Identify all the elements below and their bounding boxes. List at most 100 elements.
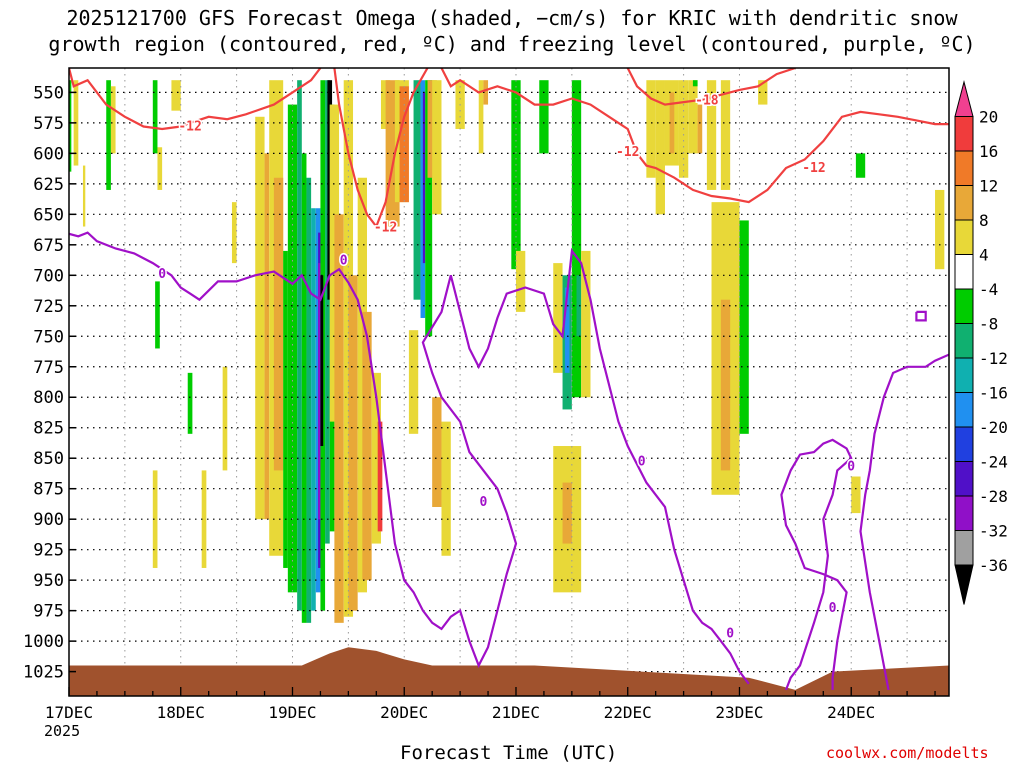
y-tick-label: 725 (33, 297, 64, 317)
omega-shade-cell (571, 80, 582, 398)
x-axis: 17DEC 18DEC 19DEC 20DEC 21DEC 22DEC 23DEC 24DEC (45, 687, 936, 722)
omega-shade-cell (413, 80, 421, 300)
omega-shade-cell (283, 250, 288, 568)
colorbar-swatch (954, 254, 974, 290)
omega-shade-cell (399, 86, 409, 203)
omega-shade-cell (157, 147, 163, 190)
x-tick-label: 21DEC (492, 703, 540, 722)
omega-shade-cell (311, 208, 316, 611)
y-tick-label: 975 (33, 602, 64, 622)
omega-shade-cell (287, 104, 298, 593)
colorbar-label: 4 (979, 246, 989, 265)
omega-shade-cell (539, 80, 549, 154)
contour-label: 0 (479, 495, 487, 510)
omega-shade-cell (564, 287, 570, 373)
omega-shade-cell (720, 299, 731, 471)
omega-shade-cell (432, 397, 442, 507)
omega-shade-cell (201, 470, 207, 568)
contour-label: 0 (340, 253, 348, 268)
colorbar-swatch (954, 426, 974, 462)
contour-label: -12 (616, 145, 639, 160)
colorbar-top-arrow (954, 80, 974, 117)
omega-shade-cell (739, 220, 749, 434)
omega-shade-cell (655, 80, 665, 215)
y-axis: 550 575 600 625 650 675 700 725 750 775 800 825 850 8… (23, 83, 76, 683)
omega-shade-cell (511, 80, 521, 270)
omega-shade-cell (478, 80, 484, 154)
colorbar-swatch (954, 461, 974, 497)
omega-shade-cell (320, 275, 324, 447)
omega-shade-cell (646, 80, 656, 178)
omega-shade-cell (327, 80, 333, 300)
contour-label: 0 (638, 455, 646, 470)
colorbar-swatch (954, 495, 974, 531)
omega-shade-cell (697, 104, 703, 154)
omega-shade-cell (758, 80, 768, 105)
colorbar-label: -16 (979, 384, 1008, 403)
contour-label: -12 (374, 221, 397, 236)
plot-frame (68, 67, 950, 697)
omega-shade-cell (855, 153, 866, 178)
colorbar-swatch (954, 150, 974, 186)
chart-title-line1: 2025121700 GFS Forecast Omega (shaded, −… (66, 6, 958, 30)
omega-shade-cell (273, 177, 284, 471)
omega-shade-cell (706, 80, 717, 190)
colorbar-label: -8 (979, 315, 998, 334)
omega-shade-cell (422, 92, 426, 264)
y-tick-label: 650 (33, 205, 64, 225)
omega-shade-cell (110, 86, 116, 154)
omega-shade-cell (152, 80, 158, 154)
x-axis-label: Forecast Time (UTC) (400, 742, 618, 764)
omega-shade-cell (334, 214, 344, 623)
y-tick-label: 750 (33, 327, 64, 347)
x-tick-label: 18DEC (157, 703, 205, 722)
x-tick-label: 19DEC (268, 703, 316, 722)
contour-line--12 (333, 68, 429, 229)
omega-shade-cell (562, 482, 572, 544)
colorbar-swatch (954, 185, 974, 221)
contour-layer: -12 -12 -12 -12 -18 0 0 0 0 0 0 0 (69, 68, 949, 691)
omega-shade-cell (325, 80, 330, 544)
y-tick-label: 550 (33, 83, 64, 103)
ground-terrain (69, 647, 949, 696)
omega-shade-cell (581, 250, 591, 398)
y-tick-label: 700 (33, 266, 64, 286)
ground-layer (69, 647, 949, 696)
contour-line-0 (915, 310, 927, 322)
x-tick-label: 20DEC (380, 703, 428, 722)
colorbar-label: -36 (979, 556, 1008, 575)
contour-label: 0 (158, 267, 166, 282)
omega-shade-cell (692, 80, 698, 87)
omega-shade-cell (155, 281, 160, 349)
y-tick-label: 800 (33, 388, 64, 408)
omega-shade-cell (483, 80, 489, 105)
omega-shade-cell (720, 80, 731, 190)
contour-line-0 (859, 353, 949, 691)
credit-link[interactable]: coolwx.com/modelts (826, 744, 989, 762)
omega-shade-cell (306, 177, 312, 623)
y-tick-label: 625 (33, 175, 64, 195)
contour-label: 0 (829, 601, 837, 616)
contour-label: 0 (726, 627, 734, 642)
x-tick-label: 22DEC (604, 703, 652, 722)
y-tick-label: 850 (33, 449, 64, 469)
colorbar-label: -4 (979, 280, 998, 299)
grid-layer (69, 68, 949, 696)
omega-shade-cell (408, 330, 419, 434)
colorbar: 20 16 12 8 4 -4 -8 -12 -16 -20 -24 -28 -32 -36 (954, 80, 1008, 605)
omega-shade-cell (301, 153, 307, 623)
omega-shade-cell (669, 92, 675, 154)
omega-shade-cell (152, 470, 158, 568)
omega-shade-cell (362, 311, 372, 581)
omega-shade-cell (348, 275, 358, 611)
chart-title-line2: growth region (contoured, red, ºC) and f… (48, 32, 976, 56)
contour-line--18 (626, 68, 796, 106)
omega-shade-cell (688, 80, 698, 154)
y-tick-label: 875 (33, 480, 64, 500)
colorbar-swatch (954, 357, 974, 393)
omega-shade-cell (343, 80, 354, 617)
colorbar-swatch (954, 323, 974, 359)
omega-shade-cell (222, 366, 228, 471)
